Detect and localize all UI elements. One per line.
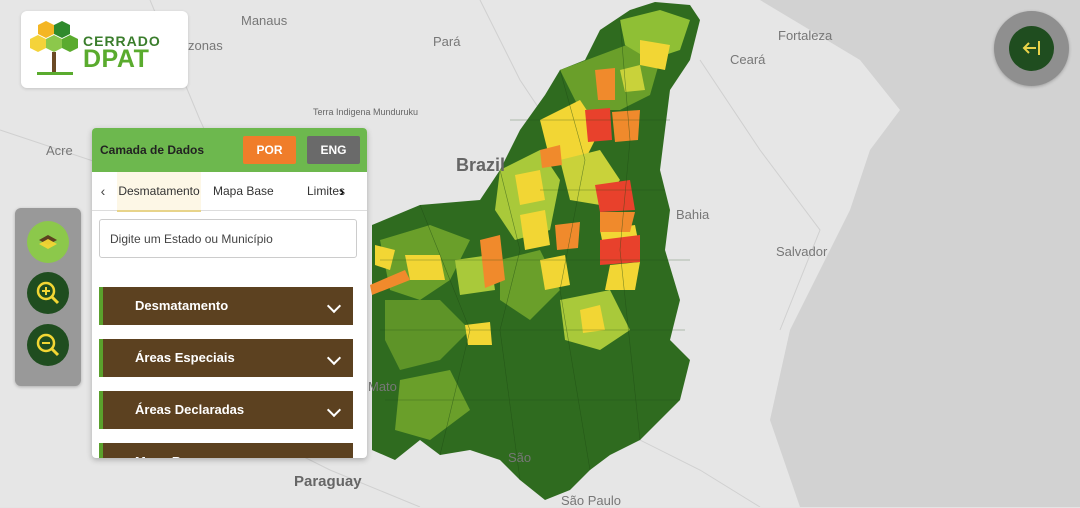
chevron-down-icon xyxy=(326,298,342,314)
map-label-sao: São xyxy=(508,450,532,465)
map-label-manaus: Manaus xyxy=(241,13,288,28)
panel-tabs: ‹ Desmatamento Mapa Base Limites › xyxy=(92,172,367,212)
map-toolbar xyxy=(15,208,81,386)
chevron-down-icon xyxy=(326,454,342,458)
accordion-label: Áreas Declaradas xyxy=(135,402,245,417)
tab-desmatamento[interactable]: Desmatamento xyxy=(117,172,201,212)
layers-button[interactable] xyxy=(27,221,69,263)
zoom-in-icon xyxy=(36,281,60,305)
exit-button[interactable] xyxy=(1009,26,1054,71)
map-label-para: Pará xyxy=(433,34,461,49)
arrow-left-bar-icon xyxy=(1022,41,1040,55)
location-search-input[interactable] xyxy=(99,219,357,258)
data-layer-panel: Camada de Dados POR ENG ‹ Desmatamento M… xyxy=(92,128,367,458)
map-label-bahia: Bahia xyxy=(676,207,710,222)
zoom-out-icon xyxy=(36,333,60,357)
app-logo[interactable]: CERRADO DPAT xyxy=(21,11,188,88)
chevron-down-icon xyxy=(326,402,342,418)
map-label-paraguay: Paraguay xyxy=(294,473,362,490)
language-por-button[interactable]: POR xyxy=(243,136,296,164)
logo-text-dpat: DPAT xyxy=(83,45,150,73)
logo-tree-icon xyxy=(30,21,78,75)
panel-title: Camada de Dados xyxy=(100,143,205,157)
cerrado-region[interactable] xyxy=(370,2,700,500)
tab-limites[interactable]: Limites xyxy=(307,184,346,198)
tabs-scroll-left-icon[interactable]: ‹ xyxy=(100,183,106,199)
exit-button-container xyxy=(994,11,1069,86)
panel-header: Camada de Dados POR ENG xyxy=(92,128,367,172)
language-eng-button[interactable]: ENG xyxy=(307,136,360,164)
accordion-desmatamento[interactable]: Desmatamento xyxy=(99,287,353,325)
map-label-fortaleza: Fortaleza xyxy=(778,28,833,43)
tab-mapa-base[interactable]: Mapa Base xyxy=(213,184,274,198)
accordion-label: Desmatamento xyxy=(135,298,229,313)
chevron-down-icon xyxy=(326,350,342,366)
zoom-in-button[interactable] xyxy=(27,272,69,314)
accordion-areas-especiais[interactable]: Áreas Especiais xyxy=(99,339,353,377)
layers-icon xyxy=(39,235,57,249)
map-label-mato: Mato xyxy=(368,379,397,394)
tabs-scroll-right-icon[interactable]: › xyxy=(339,183,345,199)
logo-text-cerrado: CERRADO xyxy=(83,33,161,49)
map-label-sao-paulo: São Paulo xyxy=(561,493,621,508)
map-label-salvador: Salvador xyxy=(776,244,828,259)
accordion-label: Áreas Especiais xyxy=(135,350,235,365)
map-label-ceara: Ceará xyxy=(730,52,766,67)
map-label-terra-indigena: Terra Indigena Munduruku xyxy=(313,107,419,117)
zoom-out-button[interactable] xyxy=(27,324,69,366)
map-label-zonas: zonas xyxy=(188,38,223,53)
accordion-areas-declaradas[interactable]: Áreas Declaradas xyxy=(99,391,353,429)
accordion-label: Mapa Base xyxy=(135,454,203,458)
map-label-acre: Acre xyxy=(46,143,73,158)
map-label-brazil: Brazil xyxy=(456,155,506,175)
accordion-mapa-base[interactable]: Mapa Base xyxy=(99,443,353,458)
